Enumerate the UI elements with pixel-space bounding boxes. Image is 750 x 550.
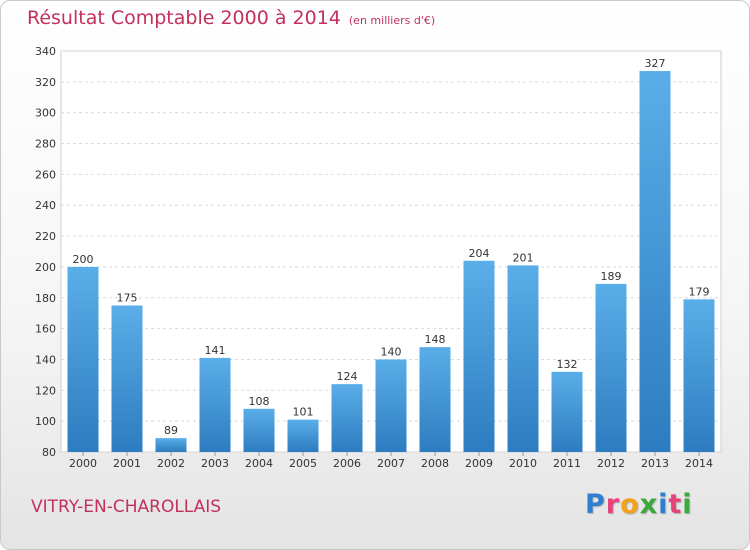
- data-label: 101: [293, 406, 314, 419]
- data-label: 140: [381, 345, 402, 358]
- y-tick-label: 180: [35, 292, 56, 305]
- bar: [507, 265, 539, 452]
- data-label: 132: [557, 358, 578, 371]
- bar: [463, 260, 495, 452]
- data-label: 89: [164, 424, 178, 437]
- x-tick-label: 2008: [421, 457, 449, 470]
- bar: [243, 408, 275, 452]
- x-tick-label: 2009: [465, 457, 493, 470]
- logo-letter: i: [658, 489, 669, 520]
- y-tick-label: 100: [35, 415, 56, 428]
- data-label: 179: [689, 285, 710, 298]
- y-tick-label: 140: [35, 353, 56, 366]
- y-tick-label: 260: [35, 168, 56, 181]
- y-tick-label: 300: [35, 107, 56, 120]
- x-tick-label: 2014: [685, 457, 713, 470]
- y-tick-label: 220: [35, 230, 56, 243]
- y-axis-tick-labels: 80 100 120 140 160 180 200 220 240 260 280 300 320 34…: [35, 45, 56, 459]
- x-tick-label: 2010: [509, 457, 537, 470]
- bar: [419, 347, 451, 452]
- x-tick-label: 2012: [597, 457, 625, 470]
- data-label: 108: [249, 395, 270, 408]
- x-tick-label: 2000: [69, 457, 97, 470]
- y-tick-label: 240: [35, 199, 56, 212]
- data-labels: 200 175 89 141 108 101 124 140 148 204 201 132 189 32…: [73, 57, 710, 437]
- data-label: 327: [645, 57, 666, 70]
- y-tick-label: 120: [35, 384, 56, 397]
- logo-letter: i: [682, 489, 693, 520]
- x-tick-label: 2003: [201, 457, 229, 470]
- y-tick-label: 340: [35, 45, 56, 58]
- x-tick-label: 2001: [113, 457, 141, 470]
- data-label: 189: [601, 270, 622, 283]
- x-axis-tick-labels: 2000 2001 2002 2003 2004 2005 2006 2007 2008 2009…: [69, 452, 713, 470]
- bar: [199, 357, 231, 452]
- bar: [683, 299, 715, 452]
- x-tick-label: 2005: [289, 457, 317, 470]
- data-label: 201: [513, 251, 534, 264]
- logo-letter: x: [639, 489, 659, 520]
- x-tick-label: 2004: [245, 457, 273, 470]
- bars: [67, 71, 715, 453]
- bar: [595, 283, 627, 452]
- proxiti-logo: Proxiti: [585, 489, 693, 520]
- data-label: 175: [117, 291, 138, 304]
- logo-letter: o: [620, 489, 640, 520]
- x-tick-label: 2011: [553, 457, 581, 470]
- title-text: Résultat Comptable 2000 à 2014: [27, 7, 341, 29]
- y-tick-label: 200: [35, 261, 56, 274]
- bar: [375, 359, 407, 452]
- data-label: 124: [337, 370, 358, 383]
- x-tick-label: 2006: [333, 457, 361, 470]
- x-tick-label: 2002: [157, 457, 185, 470]
- y-tick-label: 80: [42, 446, 56, 459]
- data-label: 204: [469, 247, 490, 260]
- data-label: 200: [73, 253, 94, 266]
- commune-name: VITRY-EN-CHAROLLAIS: [31, 497, 222, 517]
- data-label: 141: [205, 344, 226, 357]
- bar: [551, 371, 583, 452]
- bar: [639, 71, 671, 453]
- logo-letter: t: [668, 489, 683, 520]
- chart-subtitle: (en milliers d'€): [348, 14, 436, 27]
- chart-title: Résultat Comptable 2000 à 2014 (en millie…: [27, 7, 435, 29]
- x-tick-label: 2013: [641, 457, 669, 470]
- logo-letter: r: [605, 489, 621, 520]
- bar: [331, 384, 363, 452]
- bar: [111, 305, 143, 452]
- y-tick-label: 280: [35, 138, 56, 151]
- y-tick-label: 320: [35, 76, 56, 89]
- y-tick-label: 160: [35, 323, 56, 336]
- logo-letter: P: [585, 489, 606, 520]
- bar: [287, 419, 319, 452]
- bar: [67, 266, 99, 452]
- data-label: 148: [425, 333, 446, 346]
- x-tick-label: 2007: [377, 457, 405, 470]
- bar: [155, 438, 187, 452]
